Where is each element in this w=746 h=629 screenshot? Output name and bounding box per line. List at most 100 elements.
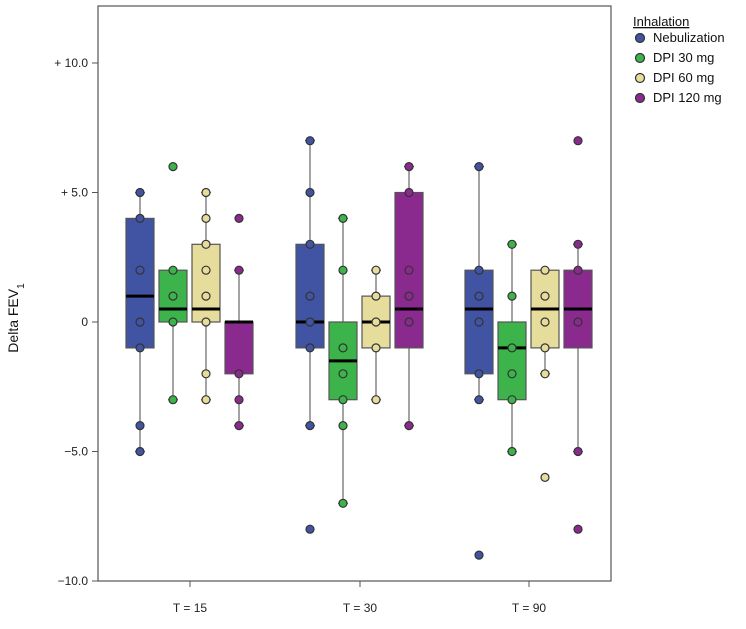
data-point	[305, 136, 315, 146]
x-tick-label: T = 15	[173, 601, 207, 615]
data-point	[201, 265, 211, 275]
data-point	[371, 291, 381, 301]
data-point	[540, 369, 550, 379]
data-point	[540, 343, 550, 353]
data-point	[234, 213, 244, 223]
legend-marker	[634, 32, 646, 44]
data-point	[234, 421, 244, 431]
data-point	[305, 421, 315, 431]
data-point	[135, 187, 145, 198]
data-point	[135, 265, 145, 275]
data-point	[234, 395, 244, 405]
legend-label: DPI 60 mg	[653, 70, 714, 85]
data-point	[507, 395, 517, 405]
data-point	[338, 498, 348, 508]
data-point	[507, 446, 517, 457]
data-point	[338, 421, 348, 431]
data-point	[573, 239, 583, 249]
data-point	[474, 395, 484, 405]
data-point	[404, 317, 414, 327]
y-tick-label: 0	[81, 315, 88, 329]
box-dpi-30-mg-3	[497, 239, 527, 457]
boxes-layer	[125, 136, 593, 560]
legend-marker	[634, 52, 646, 64]
data-point	[168, 162, 178, 172]
data-point	[474, 369, 484, 379]
box-dpi-120-mg-1	[224, 213, 254, 431]
data-point	[201, 291, 211, 301]
legend-marker	[634, 72, 646, 84]
data-point	[404, 291, 414, 301]
legend-title: Inhalation	[633, 14, 689, 29]
data-point	[507, 239, 517, 249]
data-point	[507, 369, 517, 379]
box-dpi-60-mg-3	[530, 265, 560, 482]
x-tick-label: T = 30	[343, 601, 377, 615]
box-dpi-60-mg-1	[191, 187, 221, 405]
data-point	[305, 291, 315, 301]
y-tick-label: −5.0	[64, 445, 88, 459]
iqr-box	[497, 321, 527, 401]
box-nebulization-2	[295, 136, 325, 534]
legend-label: Nebulization	[653, 30, 725, 45]
data-point	[135, 317, 145, 327]
data-point	[573, 317, 583, 327]
y-axis-title-subscript: 1	[16, 283, 27, 289]
data-point	[474, 291, 484, 301]
data-point	[168, 317, 178, 327]
data-point	[507, 291, 517, 301]
data-point	[201, 187, 211, 198]
data-point	[201, 317, 211, 327]
box-dpi-30-mg-2	[328, 213, 358, 508]
box-dpi-120-mg-2	[394, 162, 424, 431]
data-point	[168, 265, 178, 275]
data-point	[338, 265, 348, 275]
legend-label: DPI 30 mg	[653, 50, 714, 65]
iqr-box	[224, 321, 254, 375]
data-point	[540, 472, 550, 482]
data-point	[573, 524, 583, 534]
data-point	[305, 343, 315, 353]
data-point	[404, 187, 414, 198]
data-point	[507, 343, 517, 353]
iqr-box	[158, 269, 188, 323]
data-point	[234, 265, 244, 275]
data-point	[338, 395, 348, 405]
y-axis: + 10.0 + 5.0 0 −5.0 −10.0	[54, 56, 98, 588]
data-point	[540, 291, 550, 301]
x-tick-label: T = 90	[512, 601, 546, 615]
data-point	[474, 317, 484, 327]
data-point	[371, 343, 381, 353]
data-point	[338, 369, 348, 379]
data-point	[474, 162, 484, 172]
legend-marker	[634, 92, 646, 104]
data-point	[201, 239, 211, 249]
data-point	[474, 265, 484, 275]
y-tick-label: −10.0	[58, 574, 89, 588]
data-point	[573, 446, 583, 457]
data-point	[540, 317, 550, 327]
box-dpi-30-mg-1	[158, 162, 188, 405]
data-point	[168, 395, 178, 405]
data-point	[404, 162, 414, 172]
data-point	[404, 265, 414, 275]
data-point	[201, 369, 211, 379]
data-point	[338, 213, 348, 223]
data-point	[540, 265, 550, 275]
y-axis-title-main: Delta FEV	[5, 288, 21, 352]
data-point	[305, 317, 315, 327]
data-point	[135, 446, 145, 457]
box-nebulization-1	[125, 187, 155, 457]
box-nebulization-3	[464, 162, 494, 560]
iqr-box	[125, 217, 155, 349]
data-point	[371, 317, 381, 327]
data-point	[201, 213, 211, 223]
data-point	[474, 550, 484, 560]
data-point	[573, 265, 583, 275]
data-point	[305, 187, 315, 198]
y-tick-label: + 5.0	[61, 186, 88, 200]
data-point	[371, 265, 381, 275]
data-point	[338, 343, 348, 353]
y-tick-label: + 10.0	[54, 56, 88, 70]
